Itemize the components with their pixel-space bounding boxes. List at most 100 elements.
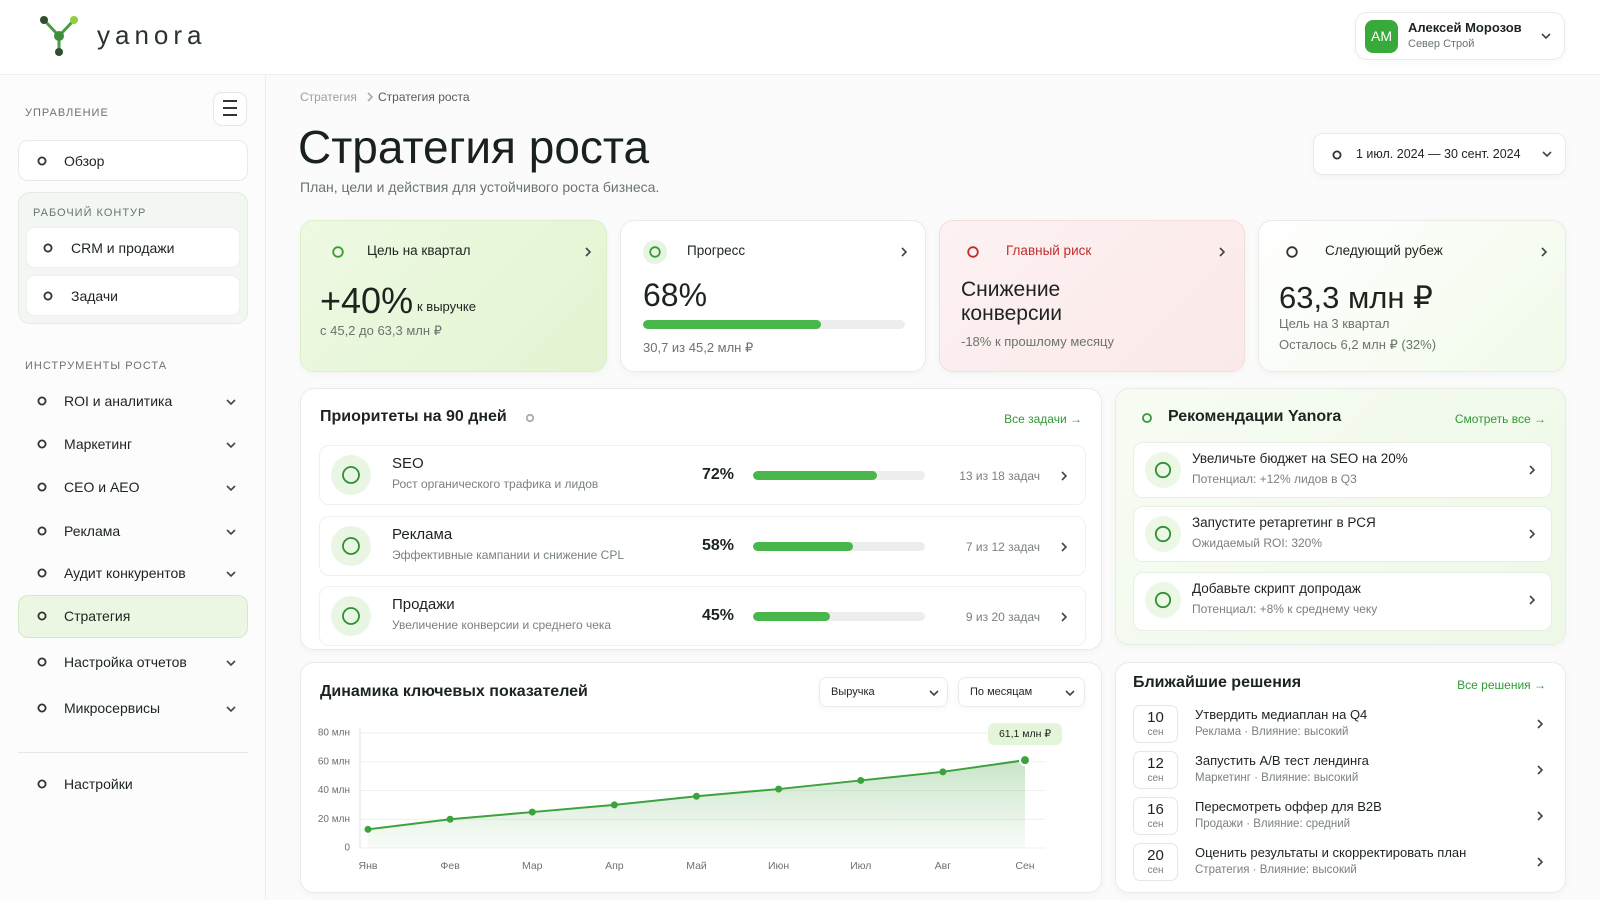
kpi-card[interactable]: [1258, 220, 1566, 372]
link[interactable]: Смотреть все →: [1454, 412, 1546, 426]
icon-glyph: [43, 291, 53, 301]
icon-glyph: [37, 526, 47, 536]
link[interactable]: Все решения →: [1457, 678, 1546, 692]
chevron: [1219, 247, 1226, 257]
chevron-line: [226, 442, 236, 449]
chevron-line: [1529, 529, 1536, 539]
progress-fill: [643, 320, 822, 329]
icon-glyph: [37, 779, 47, 789]
nav-label[interactable]: Маркетинг: [64, 436, 133, 452]
icon: [37, 611, 47, 621]
nav-label[interactable]: СЕО и АЕО: [64, 479, 140, 495]
logo-icon: [40, 16, 78, 56]
chevron: [1537, 811, 1544, 821]
decision-title[interactable]: Пересмотреть оффер для B2B: [1195, 799, 1382, 814]
priority-tasks: 13 из 18 задач: [959, 469, 1040, 483]
recommendation-row[interactable]: [1133, 506, 1552, 562]
date-month: сен: [1147, 865, 1164, 876]
kpi-title: Цель на квартал: [367, 243, 471, 258]
value-label-bg: [988, 723, 1062, 746]
nav-item[interactable]: [18, 140, 248, 181]
icon-glyph: [37, 439, 47, 449]
icon: [1332, 150, 1342, 160]
recommendation-row[interactable]: [1133, 442, 1552, 498]
progress-track: [753, 612, 925, 621]
priority-row[interactable]: [319, 516, 1086, 576]
chevron: [226, 529, 236, 536]
decision-title[interactable]: Запустить A/B тест лендинга: [1195, 753, 1369, 768]
dropdown[interactable]: [819, 677, 948, 707]
menu-line: [223, 100, 237, 102]
decision-title[interactable]: Оценить результаты и скорректировать пла…: [1195, 845, 1467, 860]
nav-item[interactable]: [26, 275, 240, 316]
kpi-detail: Цель на 3 квартал: [1279, 316, 1390, 331]
nav-label[interactable]: Микросервисы: [64, 700, 161, 716]
point: [446, 815, 454, 823]
icon-glyph: [37, 657, 47, 667]
progress-fill: [753, 471, 877, 480]
icon: [331, 455, 371, 495]
chevron-line: [226, 571, 236, 578]
kpi-card[interactable]: [620, 220, 926, 372]
chevron-line: [1065, 690, 1075, 697]
chevron: [1061, 471, 1068, 481]
progress-track: [643, 320, 905, 329]
priority-percent: 58%: [702, 537, 735, 554]
nav-label[interactable]: Настройка отчетов: [64, 654, 187, 670]
chevron-line: [226, 529, 236, 536]
chevron-line: [1541, 33, 1551, 40]
nav-label[interactable]: Аудит конкурентов: [64, 565, 186, 581]
x-tick-label: Сен: [1015, 860, 1034, 872]
chevron-line: [1537, 719, 1544, 729]
dropdown[interactable]: [958, 677, 1085, 707]
nav-item-active[interactable]: [18, 595, 248, 638]
x-tick-label: Апр: [605, 860, 624, 872]
nav-item[interactable]: [26, 227, 240, 268]
date-picker[interactable]: [1313, 133, 1566, 175]
kpi-title: Прогресс: [687, 243, 746, 258]
breadcrumb[interactable]: Стратегия: [300, 90, 357, 104]
icon-bg: [1145, 582, 1181, 618]
priority-row[interactable]: [319, 586, 1086, 646]
chevron: [1065, 690, 1075, 697]
icon-glyph: [1154, 525, 1172, 543]
nav-label[interactable]: Стратегия: [64, 608, 131, 624]
icon-glyph: [1286, 246, 1298, 258]
decision-meta: Продажи · Влияние: средний: [1195, 818, 1351, 830]
menu-button[interactable]: [213, 92, 247, 126]
avatar: АМ: [1365, 20, 1398, 53]
icon: [331, 596, 371, 636]
icon-glyph: [332, 246, 344, 258]
link[interactable]: Все задачи →: [1004, 412, 1082, 426]
x-tick-label: Июн: [768, 860, 789, 872]
chevron: [1542, 151, 1552, 158]
nav-label[interactable]: ROI и аналитика: [64, 393, 173, 409]
recommendation-detail: Потенциал: +8% к среднему чеку: [1192, 602, 1378, 616]
recommendation-row[interactable]: [1133, 572, 1552, 631]
date-day: 16: [1147, 801, 1164, 818]
icon: [37, 779, 47, 789]
progress-track: [753, 471, 925, 480]
chevron: [226, 485, 236, 492]
nav-label[interactable]: Реклама: [64, 523, 121, 539]
chart: 0 20 млн 40 млн 60 млн 80 млн Янв Фев Мар Апр Май…: [318, 723, 1062, 872]
priority-tasks: 7 из 12 задач: [965, 540, 1040, 554]
decision-title[interactable]: Утвердить медиаплан на Q4: [1195, 707, 1368, 722]
date-range: 1 июл. 2024 — 30 сент. 2024: [1356, 147, 1521, 161]
chevron: [1061, 612, 1068, 622]
date-day: 12: [1147, 755, 1164, 772]
chevron: [226, 571, 236, 578]
chevron: [226, 442, 236, 449]
priority-tasks: 9 из 20 задач: [965, 610, 1040, 624]
page-title: Стратегия роста: [298, 121, 650, 173]
kpi-card[interactable]: [939, 220, 1245, 372]
point: [693, 792, 700, 800]
section-title: Ближайшие решения: [1133, 674, 1302, 691]
nav-label[interactable]: Настройки: [64, 776, 133, 792]
y-tick-label: 80 млн: [318, 728, 350, 739]
kpi-card[interactable]: [300, 220, 607, 372]
chevron: [1529, 595, 1536, 605]
priority-name: Реклама: [392, 526, 453, 543]
priority-row[interactable]: [319, 445, 1086, 505]
